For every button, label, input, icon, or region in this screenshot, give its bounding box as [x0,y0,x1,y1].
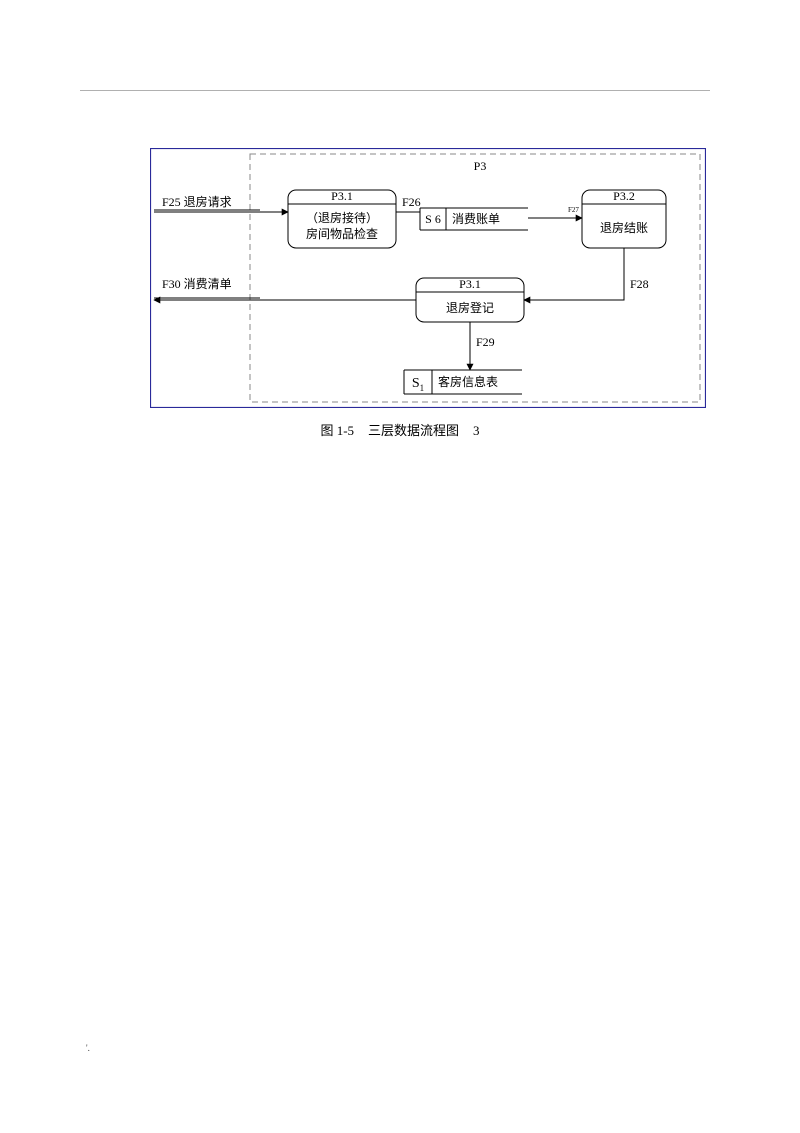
caption-prefix: 图 1-5 [320,423,354,438]
svg-text:F26: F26 [402,195,421,209]
diagram-svg: P3 P3.1 （退房接待）房间物品检查 P3.2 退房结账 P3.1 退房登记 S 6 消费账… [150,148,706,408]
caption-mid: 三层数据流程图 [368,423,459,438]
svg-text:房间物品检查: 房间物品检查 [306,226,378,241]
svg-text:P3: P3 [474,159,487,173]
svg-text:退房结账: 退房结账 [600,220,648,235]
caption-suffix: 3 [473,423,480,438]
svg-text:S1: S1 [412,376,424,393]
svg-text:S 6: S 6 [425,212,441,226]
svg-text:F30 消费清单: F30 消费清单 [162,277,232,291]
svg-text:F29: F29 [476,335,495,349]
footer-mark: '. [86,1043,90,1053]
page: P3 P3.1 （退房接待）房间物品检查 P3.2 退房结账 P3.1 退房登记 S 6 消费账… [0,0,800,1133]
svg-text:P3.2: P3.2 [613,189,635,203]
svg-text:P3.1: P3.1 [331,189,353,203]
svg-text:（退房接待）: （退房接待） [306,210,378,225]
header-rule [80,90,710,91]
svg-text:F25 退房请求: F25 退房请求 [162,194,232,209]
figure-caption: 图 1-5 三层数据流程图 3 [0,420,800,439]
data-flow-diagram: P3 P3.1 （退房接待）房间物品检查 P3.2 退房结账 P3.1 退房登记 S 6 消费账… [150,148,706,408]
svg-text:P3.1: P3.1 [459,277,481,291]
svg-text:客房信息表: 客房信息表 [438,374,498,389]
svg-text:退房登记: 退房登记 [446,300,494,315]
svg-text:F27: F27 [568,206,579,214]
svg-text:F28: F28 [630,277,649,291]
svg-text:消费账单: 消费账单 [452,212,500,226]
